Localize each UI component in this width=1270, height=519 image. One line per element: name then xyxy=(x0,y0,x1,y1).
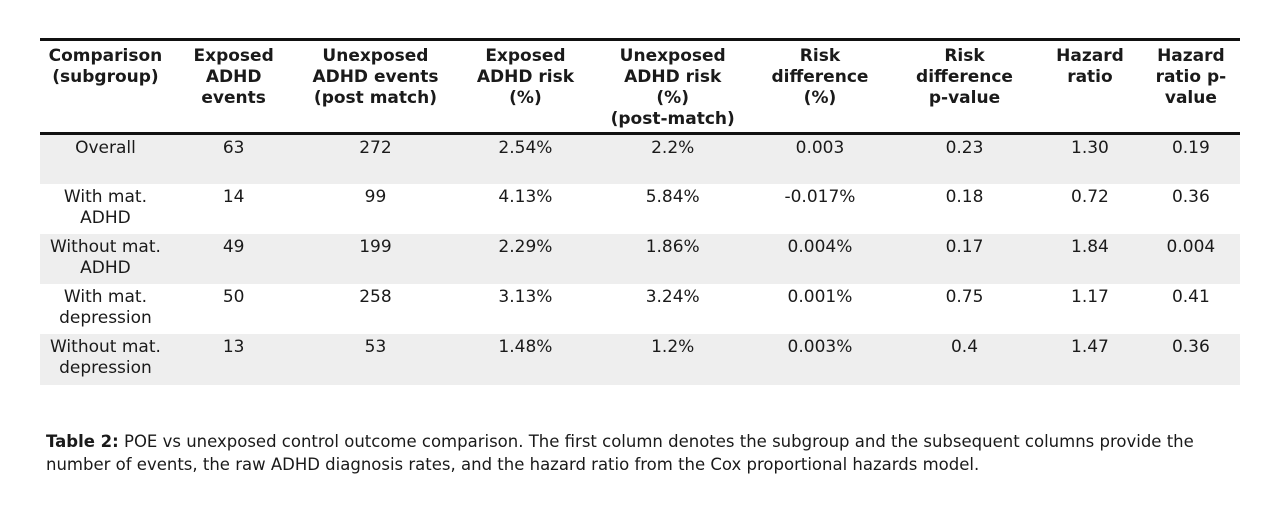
table-cell: 0.17 xyxy=(945,236,984,257)
table-cell: 2.54% xyxy=(498,138,553,158)
results-table: Comparison (subgroup) Exposed ADHD event… xyxy=(40,38,1240,385)
table-cell: 13 xyxy=(222,336,245,357)
table-cell: -0.017% xyxy=(784,186,856,207)
table-cell: 0.004% xyxy=(787,236,853,257)
table-cell: 2.2% xyxy=(651,138,695,158)
table-cell: 0.003% xyxy=(787,336,853,357)
table-cell: 0.19 xyxy=(1171,138,1210,158)
caption-text: POE vs unexposed control outcome compari… xyxy=(46,432,1194,474)
header-cell: Unexposed ADHD risk (%) (post-match) xyxy=(610,46,735,129)
table-cell: 53 xyxy=(364,336,387,357)
table-cell: 199 xyxy=(359,236,392,257)
table-cell: 99 xyxy=(364,186,387,207)
header-cell: Unexposed ADHD events (post match) xyxy=(312,46,439,108)
table-cell: 1.17 xyxy=(1071,286,1109,307)
table-cell: 0.001% xyxy=(787,286,853,307)
table-row: Without mat. depression 13 53 1.48% 1.2%… xyxy=(40,333,1240,385)
table-cell: 50 xyxy=(222,286,245,307)
header-cell: Exposed ADHD events xyxy=(193,46,274,108)
table-caption: Table 2: POE vs unexposed control outcom… xyxy=(46,430,1246,476)
table-cell: 14 xyxy=(222,186,245,207)
table-cell: 49 xyxy=(222,236,245,257)
table-cell: 0.4 xyxy=(950,336,979,357)
table-cell: 0.36 xyxy=(1171,336,1210,357)
table-cell: 1.48% xyxy=(498,336,553,357)
table-cell: 1.2% xyxy=(651,336,695,357)
table-cell: With mat. depression xyxy=(59,286,152,328)
header-cell: Exposed ADHD risk (%) xyxy=(476,46,575,108)
table-cell: 5.84% xyxy=(645,186,700,207)
table-cell: 0.004 xyxy=(1166,236,1216,257)
table-cell: 0.36 xyxy=(1171,186,1210,207)
table-cell: With mat. ADHD xyxy=(63,186,147,228)
table-cell: 258 xyxy=(359,286,392,307)
table-cell: 1.86% xyxy=(645,236,700,257)
table-cell: 0.003 xyxy=(795,138,845,158)
header-cell: Risk difference p-value xyxy=(916,46,1013,108)
table-cell: Without mat. ADHD xyxy=(50,236,161,278)
table-row: With mat. depression 50 258 3.13% 3.24% … xyxy=(40,283,1240,334)
header-cell: Hazard ratio p- value xyxy=(1155,46,1227,108)
table-cell: Overall xyxy=(75,138,136,158)
results-table-container: Comparison (subgroup) Exposed ADHD event… xyxy=(40,38,1240,385)
table-cell: 1.47 xyxy=(1071,336,1109,357)
header-cell: Risk difference (%) xyxy=(771,46,869,108)
table-cell: 3.24% xyxy=(645,286,700,307)
table-cell: 0.75 xyxy=(945,286,984,307)
table-cell: 1.30 xyxy=(1071,138,1109,158)
table-cell: 63 xyxy=(222,138,245,158)
table-cell: 4.13% xyxy=(498,186,553,207)
caption-label: Table 2: xyxy=(46,432,119,451)
table-cell: 2.29% xyxy=(498,236,553,257)
table-cell: 0.18 xyxy=(945,186,984,207)
table-cell: 0.23 xyxy=(945,138,984,158)
table-cell: 1.84 xyxy=(1071,236,1109,257)
table-cell: 3.13% xyxy=(498,286,553,307)
table-cell: 272 xyxy=(359,138,392,158)
header-cell: Comparison (subgroup) xyxy=(48,46,163,87)
header-row: Comparison (subgroup) Exposed ADHD event… xyxy=(40,39,1240,134)
table-cell: Without mat. depression xyxy=(50,336,161,378)
table-row: Without mat. ADHD 49 199 2.29% 1.86% 0.0… xyxy=(40,233,1240,284)
table-header: Comparison (subgroup) Exposed ADHD event… xyxy=(40,39,1240,134)
table-row: Overall 63 272 2.54% 2.2% 0.003 0.23 1.3… xyxy=(40,133,1240,184)
table-cell: 0.41 xyxy=(1171,286,1210,307)
table-body: Overall 63 272 2.54% 2.2% 0.003 0.23 1.3… xyxy=(40,133,1240,385)
table-cell: 0.72 xyxy=(1071,186,1109,207)
table-row: With mat. ADHD 14 99 4.13% 5.84% -0.017%… xyxy=(40,183,1240,234)
header-cell: Hazard ratio xyxy=(1056,46,1124,87)
